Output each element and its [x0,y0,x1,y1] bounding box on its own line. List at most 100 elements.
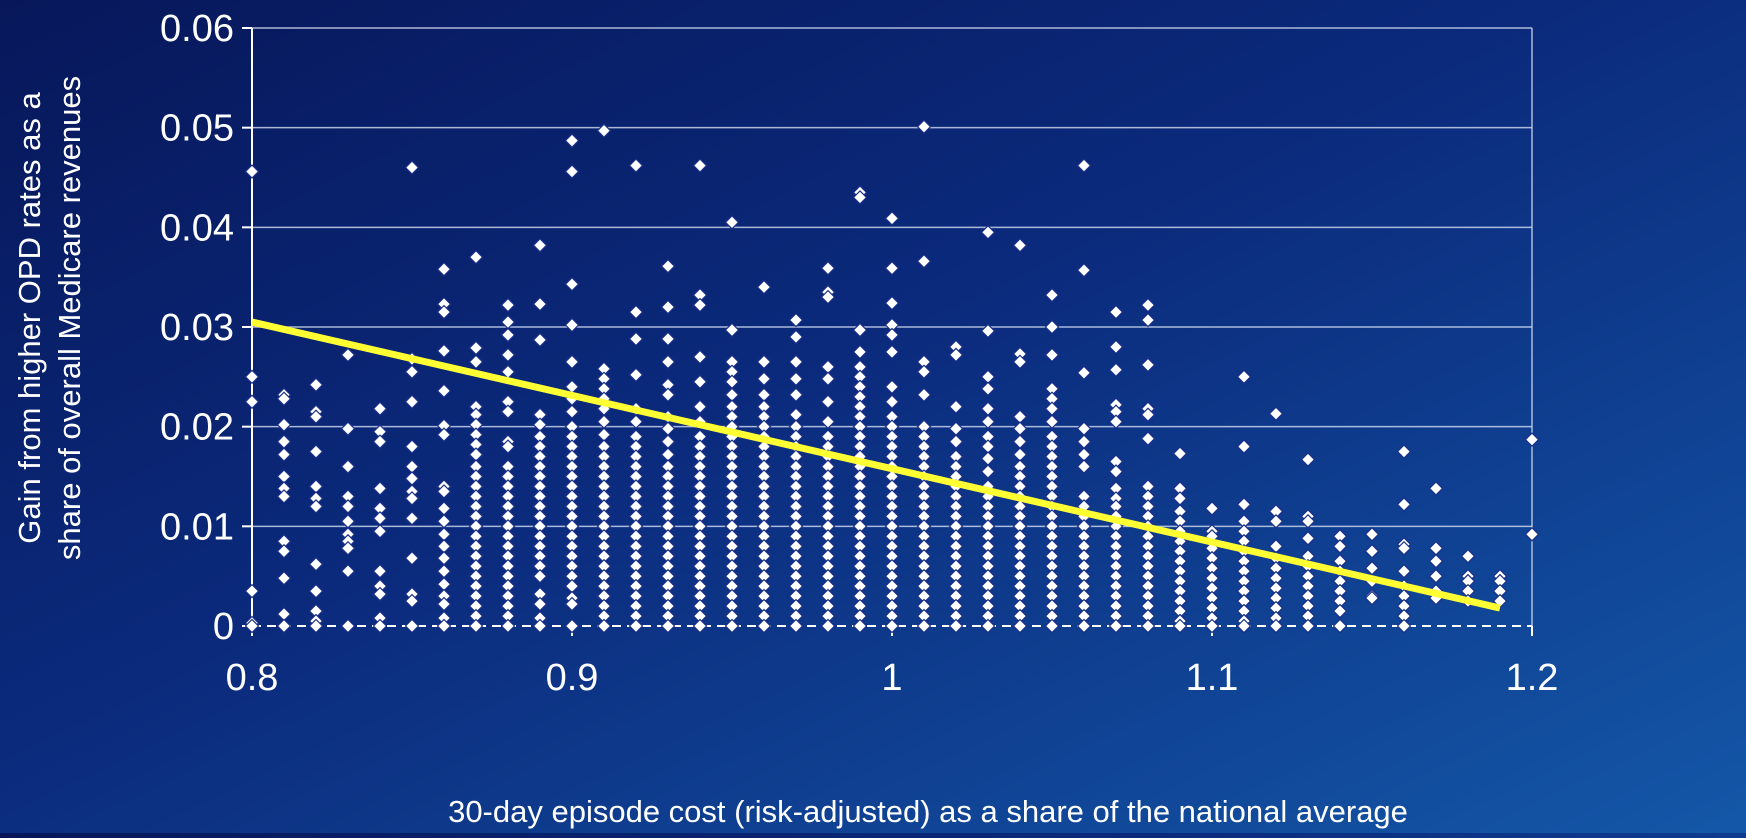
data-point [564,354,580,370]
data-point [1396,563,1412,579]
data-point [244,164,260,179]
data-point [500,297,516,313]
data-point [276,391,292,407]
data-point [884,295,900,311]
data-point [788,618,804,634]
data-point [532,332,548,348]
y-axis-title-line-2: share of overall Medicare revenues [52,76,87,560]
data-point [628,618,644,634]
data-point [1172,618,1188,634]
data-point [820,618,836,634]
data-point [884,260,900,276]
data-point [628,414,644,430]
data-point [1012,237,1028,253]
data-point [276,543,292,559]
data-point [820,289,836,305]
data-point [756,279,772,295]
data-point [692,297,708,313]
data-point [916,364,932,380]
data-point [948,434,964,449]
y-axis-title-line-1: Gain from higher OPD rates as a [12,92,47,544]
data-point [436,484,452,499]
data-point [884,344,900,360]
data-point [500,404,516,420]
data-point [1044,618,1060,634]
data-point [1140,407,1156,423]
data-point [308,499,324,514]
data-point [884,211,900,226]
data-point [1332,603,1348,619]
data-point [1140,312,1156,328]
data-point [340,347,356,363]
data-point [948,399,964,415]
data-point [788,354,804,370]
data-point [468,354,484,370]
data-point [308,583,324,599]
data-point [500,618,516,634]
data-point [1012,618,1028,634]
data-point [1364,526,1380,542]
data-point [404,550,420,566]
data-point [980,464,996,479]
data-point [1140,618,1156,634]
data-point [1460,548,1476,564]
x-tick-label-2: 1 [881,657,902,699]
data-point [244,618,260,634]
data-point [340,459,356,474]
data-point [308,409,324,425]
data-point [1236,497,1252,512]
data-point [756,618,772,634]
data-point [916,618,932,634]
data-point [436,383,452,399]
data-point [244,394,260,410]
data-point [276,618,292,634]
tick-labels: 0 0.01 0.02 0.03 0.04 0.05 0.06 0.8 0.9 1 1.1 1.2 [160,8,1558,699]
data-point [1300,618,1316,634]
data-point [372,401,388,417]
data-point [852,322,868,338]
data-point [1108,414,1124,430]
data-point [980,224,996,240]
y-tick-label-4: 0.04 [160,207,234,249]
data-point [1140,431,1156,446]
data-point [1108,304,1124,320]
data-point [788,312,804,328]
data-point [244,583,260,599]
data-point [372,563,388,579]
data-point [1268,406,1284,422]
data-point [1524,432,1540,447]
data-point [500,439,516,454]
data-point [1428,481,1444,496]
axes [242,27,1533,636]
y-tick-label-3: 0.03 [160,307,234,349]
data-point [532,596,548,612]
data-point [404,160,420,175]
data-point [1076,365,1092,381]
data-point [1300,530,1316,546]
data-point [1044,287,1060,303]
data-point [1076,459,1092,474]
data-point [340,618,356,634]
data-point [372,586,388,602]
data-point [1428,553,1444,569]
data-point [372,434,388,449]
data-point [788,329,804,345]
data-point [948,347,964,363]
data-point [564,618,580,634]
data-point [1076,158,1092,173]
data-point [404,439,420,454]
trend-line [251,318,1501,612]
data-point [1396,618,1412,634]
data-point [596,618,612,634]
data-point [340,421,356,437]
y-tick-label-1: 0.01 [160,506,234,548]
data-point [660,354,676,370]
data-point [692,374,708,390]
data-point [1300,452,1316,467]
data-point [1044,414,1060,430]
data-point [692,399,708,415]
data-point [980,323,996,339]
data-point [980,381,996,397]
